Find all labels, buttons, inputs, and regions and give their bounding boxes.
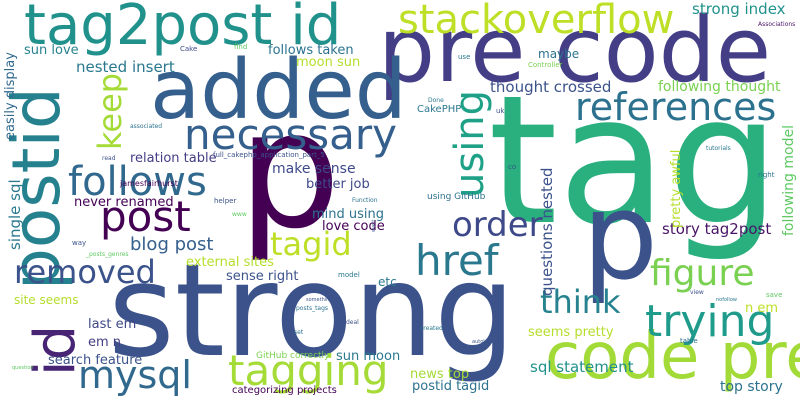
word-tag2post-id: tag2post id (24, 0, 342, 58)
word-find: find (234, 43, 248, 51)
word-added: added (150, 43, 407, 138)
word-github-correctly: GitHub correctly (256, 351, 330, 361)
word-created: created (420, 325, 443, 332)
word-posts-genres: _posts_genres (86, 251, 129, 258)
word-model: model (338, 271, 360, 279)
word-nofollow: nofollow (716, 297, 737, 303)
word-tutorials: tutorials (706, 145, 731, 152)
word-following-thought: following thought (658, 79, 781, 95)
word-blog-post: blog post (130, 234, 214, 255)
word-view: view (690, 289, 704, 296)
word-right: right (758, 171, 775, 179)
word-mysql: mysql (78, 353, 192, 397)
word-seems-pretty: seems pretty (528, 325, 614, 340)
word-etc: etc (378, 275, 397, 289)
word-follows-taken: follows taken (268, 43, 354, 58)
word-function: Function (352, 197, 378, 204)
word-following-model: following model (781, 125, 797, 236)
word-posts-tags: posts_tags (296, 305, 329, 312)
word-moon-sun: moon sun (296, 55, 361, 70)
word-references: references (575, 85, 777, 129)
word-nested-insert: nested insert (76, 58, 175, 76)
word-way: way (72, 239, 87, 247)
word-helper: helper (214, 197, 237, 205)
word-em-n: em n (88, 335, 122, 350)
word-external-sites: external sites (186, 255, 274, 270)
word-think: think (540, 283, 621, 321)
word-thought-crossed: thought crossed (490, 78, 612, 96)
word-maybe: maybe (538, 47, 580, 61)
word-necessary: necessary (184, 110, 398, 159)
word-keep-vertical: keep (91, 72, 129, 150)
word-p-right: p (582, 168, 659, 307)
word-cake: Cake (180, 45, 198, 53)
word-search-feature: search feature (48, 353, 143, 368)
word-strong-index: strong index (692, 0, 786, 18)
word-something: something (306, 297, 333, 303)
word-removed: removed (14, 253, 156, 291)
word-tagid: tagid (270, 225, 352, 263)
word-www: www (232, 211, 247, 218)
word-questions-nested: questions nested (538, 167, 556, 296)
word-tag: tag (488, 57, 780, 264)
word-categorizing-projects: categorizing projects (232, 385, 337, 396)
word-easily-display: easily display (3, 52, 18, 140)
word-stackoverflow: stackoverflow (398, 0, 675, 43)
word-sense-right: sense right (226, 269, 299, 284)
word-href: href (415, 236, 499, 285)
word-relation-table: relation table (130, 151, 217, 166)
word-news-top: news top (410, 367, 470, 382)
word-pretty-awful: pretty awful (669, 149, 684, 228)
word-never-renamed: never renamed (74, 195, 174, 210)
word-set: set (294, 329, 304, 336)
word-full-cakephp: full_cakephp_application_part_5 (213, 151, 325, 159)
word-tagging: tagging (228, 346, 389, 395)
word-pre-code: pre code (378, 0, 772, 103)
word-n-em: n em (745, 301, 779, 316)
word-co: co (508, 163, 517, 171)
word-using-github: using GitHub (427, 192, 486, 202)
word-post: post (100, 192, 191, 241)
word-order: order (452, 205, 543, 245)
word-strong: strong (108, 237, 516, 386)
word-better-job: better job (306, 177, 370, 192)
word-use: use (458, 53, 471, 61)
word-make-sense: make sense (272, 161, 356, 177)
word-done: Done (428, 97, 444, 104)
word-mind-using: mind using (312, 207, 385, 222)
word-lot: lot (360, 85, 368, 92)
word-uk: uk (496, 107, 505, 115)
word-id-vertical: id (23, 324, 88, 376)
word-follows: follows (68, 159, 207, 205)
word-jamesfairhurst: jamesfairhurst (120, 179, 178, 188)
word-deal: deal (346, 319, 359, 326)
word-story-tag2post: story tag2post (662, 220, 772, 238)
word-site-seems: site seems (14, 293, 79, 307)
word-p-large: p (238, 77, 341, 265)
word-controller: Controller (528, 61, 563, 69)
word-associated: associated (130, 123, 163, 130)
word-table: table (680, 337, 698, 345)
word-save: save (766, 291, 783, 299)
word-read: read (102, 155, 116, 162)
word-single-sql: single sql (6, 179, 24, 250)
word-sun-moon: sun moon (336, 349, 401, 364)
word-last-em: last em (88, 317, 137, 332)
word-autologically: autologically (472, 339, 504, 345)
word-associations: Associations (758, 21, 796, 28)
word-figure: figure (650, 253, 755, 294)
word-sql-statement: sql statement (530, 358, 634, 376)
word-cakephp: CakePHP (417, 104, 462, 115)
word-code-pre: code pre (545, 320, 800, 394)
word-question: question (12, 365, 34, 371)
word-sun-love: sun love (24, 43, 79, 58)
word-love-code: love code (322, 219, 385, 234)
word-trying: trying (645, 296, 775, 347)
word-top-story: top story (720, 379, 783, 395)
word-postid-tagid: postid tagid (412, 379, 490, 394)
word-want: want (371, 219, 377, 232)
